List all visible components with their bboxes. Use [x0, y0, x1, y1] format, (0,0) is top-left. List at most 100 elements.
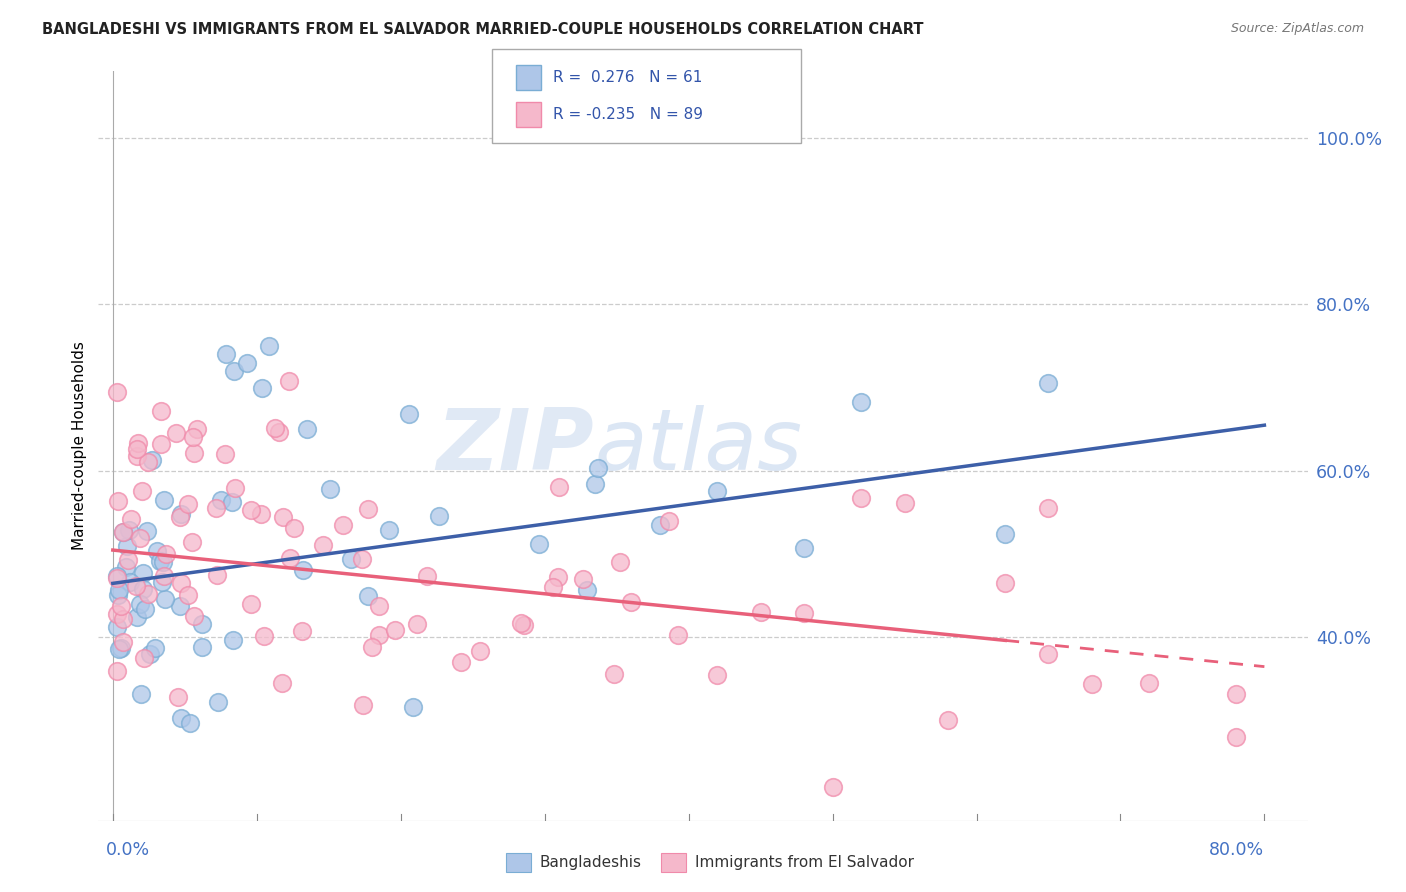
Point	[1038, 500, 1060, 515]
Point	[169, 509, 191, 524]
Point	[177, 497, 200, 511]
Point	[117, 553, 139, 567]
Point	[278, 551, 301, 566]
Text: 80.0%: 80.0%	[1209, 841, 1264, 860]
Point	[378, 523, 401, 537]
Point	[179, 715, 201, 730]
Point	[115, 540, 138, 554]
Point	[357, 502, 380, 516]
Text: R = -0.235   N = 89: R = -0.235 N = 89	[553, 107, 703, 122]
Point	[851, 395, 873, 409]
Point	[706, 668, 728, 682]
Point	[572, 572, 595, 586]
Point	[146, 544, 169, 558]
Point	[994, 526, 1017, 541]
Point	[107, 588, 129, 602]
Point	[793, 541, 815, 555]
Point	[138, 587, 160, 601]
Point	[132, 651, 155, 665]
Point	[177, 589, 200, 603]
Point	[222, 632, 245, 647]
Point	[259, 339, 281, 353]
Point	[141, 453, 163, 467]
Point	[361, 640, 384, 654]
Point	[149, 554, 172, 568]
Point	[450, 655, 472, 669]
Point	[181, 429, 204, 443]
Point	[170, 575, 193, 590]
Point	[311, 538, 333, 552]
Point	[1225, 687, 1247, 701]
Point	[398, 407, 420, 421]
Point	[583, 477, 606, 491]
Point	[152, 493, 174, 508]
Point	[1038, 647, 1060, 661]
Point	[180, 534, 202, 549]
Point	[107, 582, 129, 597]
Point	[111, 524, 134, 539]
Point	[402, 700, 425, 714]
Point	[936, 713, 959, 727]
Point	[332, 518, 354, 533]
Point	[118, 574, 141, 589]
Point	[547, 570, 569, 584]
Point	[368, 628, 391, 642]
Point	[114, 560, 136, 574]
Point	[283, 521, 305, 535]
Point	[149, 404, 172, 418]
Point	[127, 436, 149, 450]
Text: Bangladeshis: Bangladeshis	[540, 855, 643, 870]
Point	[131, 582, 153, 596]
Point	[994, 575, 1017, 590]
Point	[658, 514, 681, 528]
Point	[111, 612, 134, 626]
Point	[149, 437, 172, 451]
Text: BANGLADESHI VS IMMIGRANTS FROM EL SALVADOR MARRIED-COUPLE HOUSEHOLDS CORRELATION: BANGLADESHI VS IMMIGRANTS FROM EL SALVAD…	[42, 22, 924, 37]
Point	[131, 687, 153, 701]
Point	[620, 595, 643, 609]
Point	[205, 568, 228, 582]
Text: Immigrants from El Salvador: Immigrants from El Salvador	[695, 855, 914, 870]
Point	[1137, 676, 1160, 690]
Point	[222, 363, 245, 377]
Point	[264, 420, 287, 434]
Point	[118, 523, 141, 537]
Point	[292, 563, 315, 577]
Point	[110, 599, 132, 613]
Point	[527, 537, 550, 551]
Point	[224, 481, 246, 495]
Point	[191, 617, 214, 632]
Point	[105, 665, 128, 679]
Point	[350, 552, 373, 566]
Point	[132, 566, 155, 580]
Point	[125, 442, 148, 456]
Point	[110, 640, 132, 655]
Point	[105, 385, 128, 400]
Point	[253, 629, 276, 643]
Point	[215, 347, 238, 361]
Point	[1225, 731, 1247, 745]
Point	[186, 422, 208, 436]
Point	[666, 628, 689, 642]
Point	[510, 615, 533, 630]
Point	[134, 601, 156, 615]
Point	[821, 780, 844, 795]
Point	[271, 676, 294, 690]
Y-axis label: Married-couple Households: Married-couple Households	[72, 342, 87, 550]
Point	[239, 502, 262, 516]
Point	[1080, 677, 1102, 691]
Point	[236, 356, 259, 370]
Point	[120, 512, 142, 526]
Point	[150, 574, 173, 589]
Text: atlas: atlas	[595, 404, 803, 488]
Point	[273, 510, 295, 524]
Point	[851, 491, 873, 505]
Point	[609, 555, 631, 569]
Point	[107, 494, 129, 508]
Point	[221, 495, 243, 509]
Point	[793, 606, 815, 620]
Point	[167, 690, 190, 705]
Point	[405, 616, 427, 631]
Point	[112, 635, 135, 649]
Point	[357, 589, 380, 603]
